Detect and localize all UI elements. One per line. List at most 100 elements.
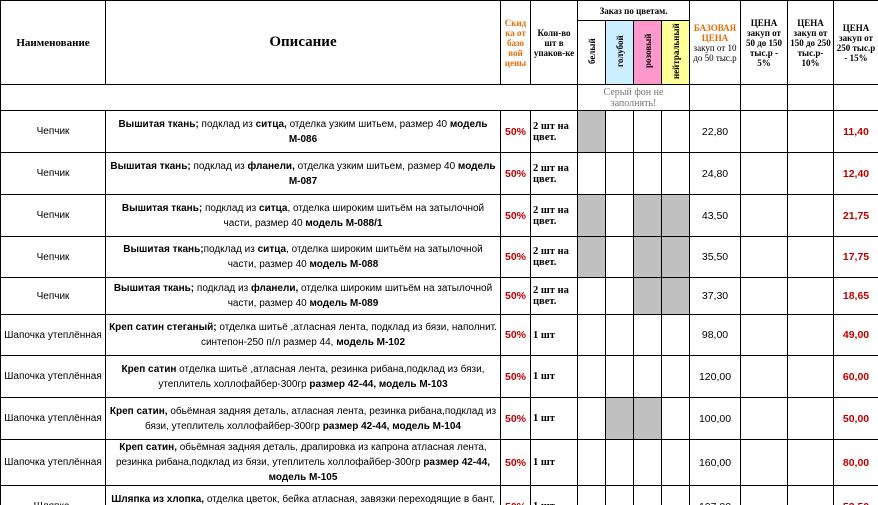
color-cell	[605, 314, 634, 356]
description-part: Вышитая ткань;	[118, 118, 199, 130]
description-part: модель М-088	[309, 259, 379, 270]
product-name: Чепчик	[0, 110, 106, 153]
quantity: 2 шт на цвет.	[530, 110, 578, 153]
price-250: 60,00	[833, 355, 878, 398]
color-cell	[633, 152, 662, 195]
price-250: 17,75	[833, 236, 878, 278]
price-cell	[787, 397, 834, 440]
price-cell	[740, 110, 788, 153]
description-part: отделка узким шитьем, размер 40	[286, 118, 450, 130]
description-part: подклад из	[190, 160, 248, 172]
description-part: Шляпка из хлопка,	[111, 493, 205, 505]
quantity: 2 шт на цвет.	[530, 236, 578, 278]
product-description: Креп сатин стеганый; отделка шитьё ,атла…	[105, 314, 501, 356]
product-name: Шапочка утеплённая	[0, 314, 106, 356]
header-order-by-color: Заказ по цветам.	[577, 0, 690, 21]
color-cell	[661, 194, 690, 237]
product-row: Чепчик Вышитая ткань; подклад из ситца, о…	[0, 110, 878, 153]
color-cell	[661, 397, 690, 440]
color-cell	[661, 439, 690, 486]
header-description: Описание	[105, 0, 501, 85]
price-cell	[740, 152, 788, 195]
description-part: Вышитая ткань;	[113, 283, 195, 294]
description-part: подклад из	[194, 283, 251, 294]
color-label: розовый	[642, 33, 653, 69]
color-header: голубой	[605, 20, 634, 85]
color-cell	[605, 152, 634, 195]
header-name: Наименование	[0, 0, 106, 85]
color-cell	[633, 236, 662, 278]
color-cell	[661, 277, 690, 315]
price-sub: закуп от 150 до 250 тыс.р- 10%	[790, 27, 831, 68]
product-name: Чепчик	[0, 236, 106, 278]
product-description: Вышитая ткань; подклад из фланели, отдел…	[105, 277, 501, 315]
color-cell	[633, 110, 662, 153]
color-cell	[577, 439, 606, 486]
description-part: отделка шитьё ,атласная лента, подклад и…	[200, 322, 497, 348]
color-cell	[605, 236, 634, 278]
blank-cell	[0, 84, 578, 111]
discount: 50%	[500, 485, 531, 505]
product-row: Чепчик Вышитая ткань; подклад из фланели,…	[0, 277, 878, 315]
description-part: Креп сатин	[121, 363, 177, 375]
header-row: Наименование Описание Скид ка от базо вой …	[0, 0, 878, 85]
base-price-sub: закуп от 10 до 50 тыс.р	[693, 42, 737, 63]
color-cell	[633, 355, 662, 398]
product-name: Чепчик	[0, 194, 106, 237]
product-description: Креп сатин, обьёмная задняя деталь, атла…	[105, 397, 501, 440]
header-price: ЦЕНА закуп от 150 до 250 тыс.р- 10%	[787, 0, 834, 85]
color-cell	[633, 277, 662, 315]
color-cell	[605, 355, 634, 398]
price-cell	[740, 485, 788, 505]
price-cell	[787, 355, 834, 398]
color-label: нейтральный	[670, 23, 681, 79]
base-price: 107,00	[689, 485, 741, 505]
product-description: Креп сатин, обьёмная задняя деталь, драп…	[105, 439, 501, 486]
discount: 50%	[500, 277, 531, 315]
product-row: Шапочка утеплённая Креп сатин отделка шит…	[0, 355, 878, 398]
color-cell	[605, 485, 634, 505]
quantity: 1 шт	[530, 485, 578, 505]
product-description: Креп сатин отделка шитьё ,атласная лента…	[105, 355, 501, 398]
description-part: , отделка широким шитьём на затылочной ч…	[227, 244, 483, 270]
price-250: 50,00	[833, 397, 878, 440]
description-part: ситца	[259, 202, 288, 214]
product-description: Вышитая ткань; подклад из ситца, отделка…	[105, 110, 501, 153]
note-row: Серый фон не заполнять!	[0, 84, 878, 111]
color-header: белый	[577, 20, 606, 85]
color-cell	[661, 355, 690, 398]
base-price-title: БАЗОВАЯ ЦЕНА	[693, 22, 737, 43]
product-name: Чепчик	[0, 277, 106, 315]
note: Серый фон не заполнять!	[577, 84, 690, 111]
description-part: подклад из	[202, 202, 260, 214]
header-base-price: БАЗОВАЯ ЦЕНА закуп от 10 до 50 тыс.р	[689, 0, 741, 85]
color-cell	[577, 314, 606, 356]
product-name: Чепчик	[0, 152, 106, 195]
description-part: фланели,	[250, 283, 299, 294]
color-cell	[605, 194, 634, 237]
blank-cell	[787, 84, 834, 111]
price-cell	[740, 194, 788, 237]
description-part: размер 42-44, модель М-103	[309, 378, 448, 390]
color-label: белый	[586, 38, 597, 64]
price-cell	[787, 194, 834, 237]
description-part: обьёмная задняя деталь, атласная лента, …	[144, 405, 497, 432]
price-cell	[740, 439, 788, 486]
color-cell	[633, 397, 662, 440]
product-row: Чепчик Вышитая ткань;подклад из ситца, от…	[0, 236, 878, 278]
color-header: розовый	[633, 20, 662, 85]
discount: 50%	[500, 355, 531, 398]
description-part: Вышитая ткань;	[123, 244, 204, 255]
blank-cell	[833, 84, 878, 111]
product-name: Шапочка утеплённая	[0, 397, 106, 440]
header-discount: Скид ка от базо вой цены	[500, 0, 531, 85]
price-cell	[740, 314, 788, 356]
product-name: Шапочка утеплённая	[0, 439, 106, 486]
price-title: ЦЕНА	[842, 22, 870, 33]
description-part: подклад из	[198, 118, 256, 130]
color-cell	[661, 236, 690, 278]
product-name: Шапочка утеплённая	[0, 355, 106, 398]
base-price: 24,80	[689, 152, 741, 195]
